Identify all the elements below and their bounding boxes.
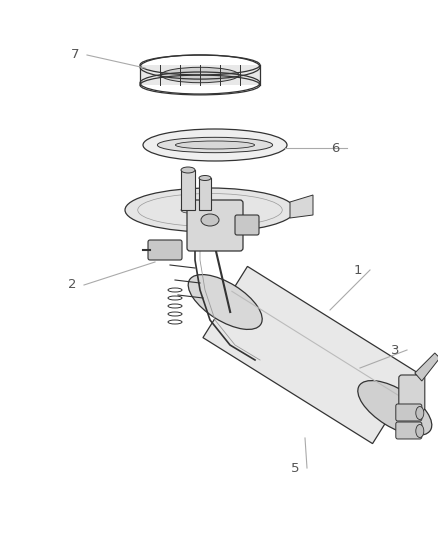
Ellipse shape	[143, 129, 287, 161]
Ellipse shape	[201, 214, 219, 226]
Ellipse shape	[181, 167, 195, 173]
Ellipse shape	[416, 407, 424, 419]
Ellipse shape	[125, 188, 295, 232]
Ellipse shape	[188, 274, 262, 329]
Bar	[181, 170, 195, 210]
Text: 3: 3	[391, 343, 399, 357]
Polygon shape	[290, 195, 313, 218]
Ellipse shape	[181, 207, 195, 213]
Text: 5: 5	[291, 462, 299, 474]
Ellipse shape	[199, 175, 211, 181]
Text: 6: 6	[331, 141, 339, 155]
FancyBboxPatch shape	[235, 215, 259, 235]
Text: 2: 2	[68, 279, 76, 292]
Ellipse shape	[358, 381, 432, 435]
FancyBboxPatch shape	[187, 200, 243, 251]
Bar	[199, 178, 211, 210]
Polygon shape	[203, 266, 417, 443]
Text: 7: 7	[71, 49, 79, 61]
FancyBboxPatch shape	[399, 375, 425, 411]
Text: 1: 1	[354, 263, 362, 277]
FancyBboxPatch shape	[140, 65, 260, 85]
Polygon shape	[415, 353, 438, 381]
Ellipse shape	[161, 67, 239, 83]
Ellipse shape	[175, 141, 254, 149]
FancyBboxPatch shape	[396, 422, 422, 439]
Ellipse shape	[416, 424, 424, 438]
FancyBboxPatch shape	[396, 404, 422, 421]
FancyBboxPatch shape	[148, 240, 182, 260]
Ellipse shape	[157, 138, 272, 152]
